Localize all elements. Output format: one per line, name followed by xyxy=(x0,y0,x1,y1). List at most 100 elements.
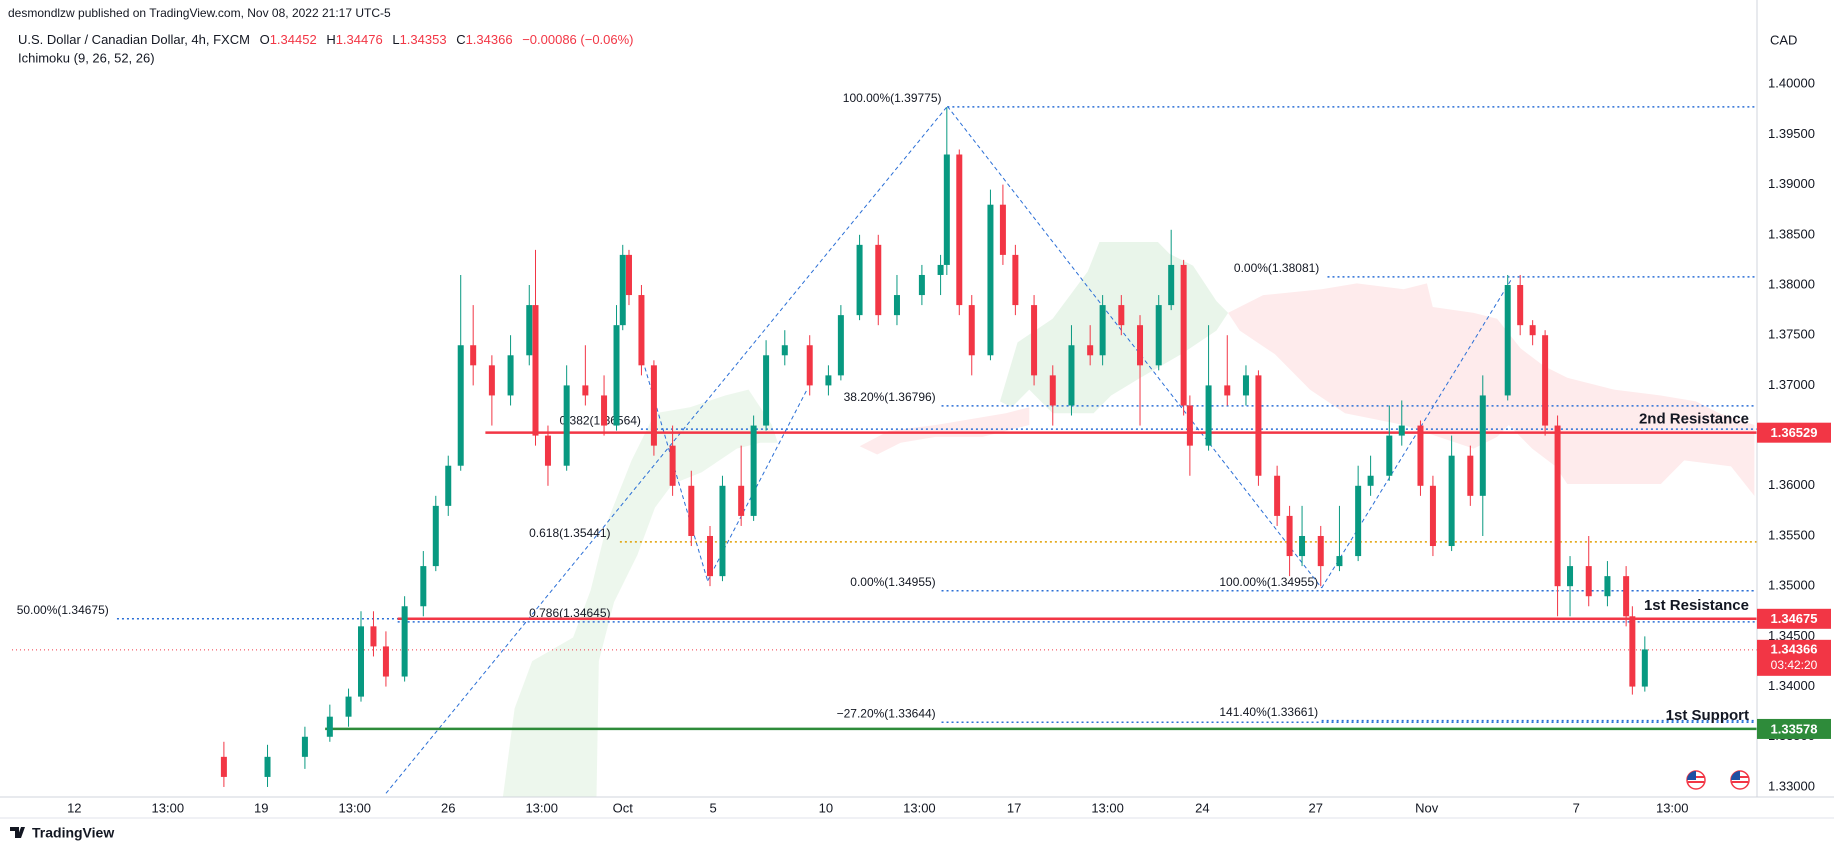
candle-body xyxy=(719,485,726,577)
fib-level-label: 100.00%(1.34955) xyxy=(1219,575,1318,589)
last-price-label: 1.34366 xyxy=(1771,641,1818,656)
footer-logo xyxy=(10,827,25,838)
x-tick-label: 24 xyxy=(1195,800,1209,815)
candle-body xyxy=(956,154,963,306)
candle-body xyxy=(619,254,626,326)
candle-body xyxy=(781,345,788,356)
candle-body xyxy=(1542,335,1549,426)
candle-body xyxy=(1224,385,1231,396)
candle-body xyxy=(1317,535,1324,567)
ohlc-value: 1.34366 xyxy=(466,32,513,47)
candle-body xyxy=(650,365,657,446)
candle-body xyxy=(1355,485,1362,557)
candle-body xyxy=(1155,305,1162,366)
candle-body xyxy=(264,756,271,777)
symbol-line: U.S. Dollar / Canadian Dollar, 4h, FXCM … xyxy=(18,32,634,47)
candle-body xyxy=(1398,425,1405,436)
x-tick-label: 19 xyxy=(254,800,268,815)
x-tick-label: 13:00 xyxy=(1091,800,1124,815)
plot: 100.00%(1.39775) 0.00%(1.38081) 38.20%(1.3… xyxy=(12,91,1757,787)
cloud-red xyxy=(859,407,1030,455)
x-tick-label: 10 xyxy=(819,800,833,815)
candle-body xyxy=(943,154,950,265)
x-tick-label: 13:00 xyxy=(338,800,371,815)
x-tick-label: 7 xyxy=(1573,800,1580,815)
y-tick-label: 1.38000 xyxy=(1768,276,1815,291)
y-tick-label: 1.36000 xyxy=(1768,477,1815,492)
candle-body xyxy=(1367,475,1374,486)
candle-body xyxy=(382,646,389,677)
ohlc-value: 1.34452 xyxy=(270,32,317,47)
candle-body xyxy=(688,485,695,536)
y-tick-label: 1.35000 xyxy=(1768,578,1815,593)
candle-body xyxy=(1567,566,1574,587)
candle-body xyxy=(457,345,464,466)
x-tick-label: 13:00 xyxy=(525,800,558,815)
candle-body xyxy=(582,385,589,396)
price-tag-label: 1.36529 xyxy=(1771,425,1818,440)
change: −0.00086 (−0.06%) xyxy=(522,32,633,47)
candle-body xyxy=(937,264,944,275)
candle-body xyxy=(488,365,495,396)
candle-body xyxy=(370,626,377,647)
candle-body xyxy=(301,736,308,757)
candle-body xyxy=(544,435,551,466)
candle-body xyxy=(875,244,882,316)
candle-body xyxy=(532,305,539,436)
candle-body xyxy=(856,244,863,316)
fib-level-label: 141.40%(1.33661) xyxy=(1219,705,1318,719)
candle-body xyxy=(1641,649,1648,687)
candle-body xyxy=(918,274,925,296)
fib-trend-line xyxy=(386,106,947,793)
candle-body xyxy=(358,626,364,697)
fib-level-label: 0.00%(1.38081) xyxy=(1234,261,1319,275)
symbol-title: U.S. Dollar / Canadian Dollar, 4h, FXCM xyxy=(18,32,250,47)
candle-body xyxy=(445,465,452,506)
fib-level-label: 0.786(1.34645) xyxy=(529,606,610,620)
candle-body xyxy=(1049,375,1056,406)
candle-body xyxy=(220,756,227,777)
candle-body xyxy=(1180,264,1187,406)
y-tick-label: 1.39500 xyxy=(1768,126,1815,141)
ohlc-key: O xyxy=(260,32,270,47)
fib-level-label: 50.00%(1.34675) xyxy=(17,603,109,617)
candle-body xyxy=(806,345,813,386)
candle-body xyxy=(1336,556,1343,567)
candle-body xyxy=(601,395,608,426)
candle-body xyxy=(526,305,533,356)
x-tick-label: Nov xyxy=(1415,800,1439,815)
candle-body xyxy=(1255,375,1262,476)
candle-body xyxy=(968,305,975,356)
x-tick-label: 13:00 xyxy=(1656,800,1689,815)
x-tick-label: 12 xyxy=(67,800,81,815)
candle-body xyxy=(1467,455,1474,496)
candle-body xyxy=(1554,425,1561,587)
candle-body xyxy=(1205,385,1212,446)
candle-body xyxy=(750,425,757,516)
candle-body xyxy=(1517,285,1524,326)
candle-body xyxy=(625,254,632,296)
y-tick-label: 1.34500 xyxy=(1768,628,1815,643)
ohlc-value: 1.34353 xyxy=(400,32,447,47)
candle-body xyxy=(1585,566,1592,597)
cloud-red xyxy=(1228,283,1755,496)
footer-brand: TradingView xyxy=(32,825,114,841)
candle-body xyxy=(1118,305,1125,326)
candle-body xyxy=(1274,475,1281,516)
price-tag xyxy=(1757,422,1831,443)
price-tag xyxy=(1757,718,1831,739)
fib-level-label: 38.20%(1.36796) xyxy=(844,390,936,404)
candle-body xyxy=(1623,576,1630,617)
candle-body xyxy=(1031,305,1038,376)
y-tick-label: 1.33000 xyxy=(1768,778,1815,793)
candle-body xyxy=(825,375,832,386)
cloud-green xyxy=(502,389,778,797)
y-tick-label: 1.40000 xyxy=(1768,76,1815,91)
candle-body xyxy=(1417,425,1424,486)
level-name: 1st Resistance xyxy=(1644,597,1749,614)
candle-body xyxy=(613,325,620,426)
x-tick-label: 27 xyxy=(1309,800,1323,815)
x-tick-label: 26 xyxy=(441,800,455,815)
